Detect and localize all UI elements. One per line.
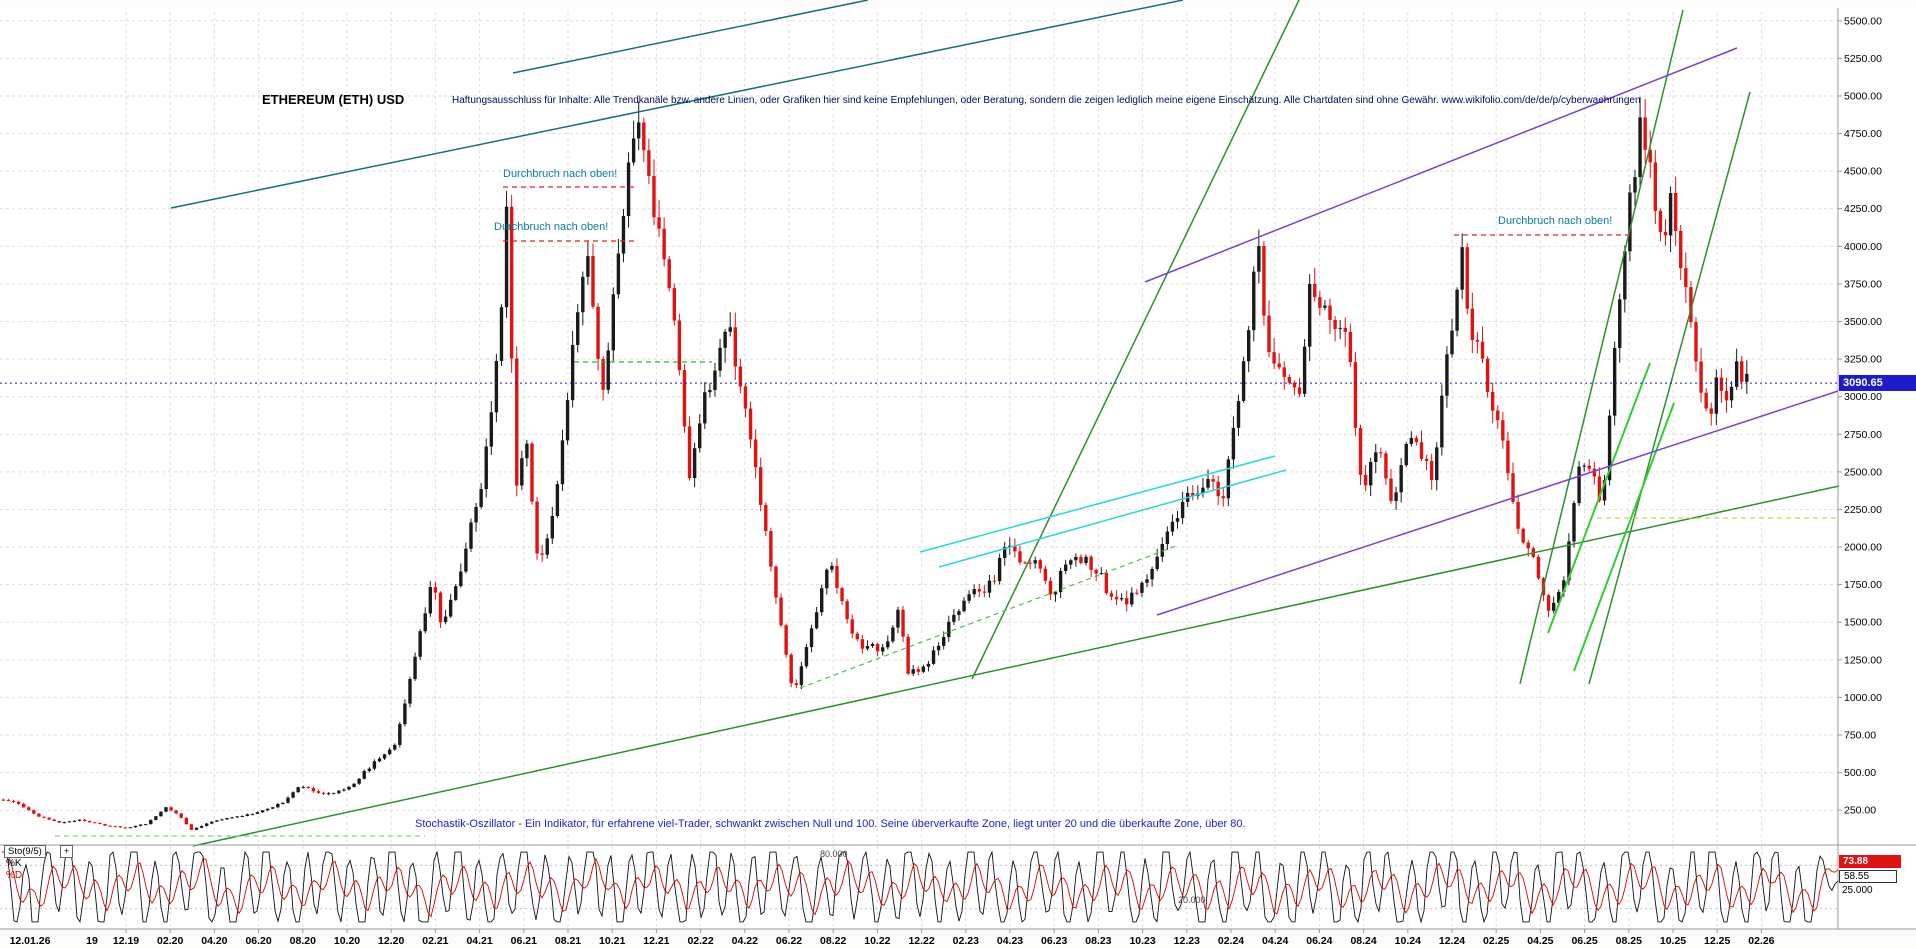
svg-text:04.21: 04.21 [466, 935, 492, 947]
oscillator-upper-level-label: 80.000 [820, 849, 848, 859]
svg-text:02.21: 02.21 [422, 935, 448, 947]
svg-text:12.25: 12.25 [1704, 935, 1730, 947]
svg-text:06.25: 06.25 [1571, 935, 1597, 947]
svg-text:10.23: 10.23 [1129, 935, 1155, 947]
svg-text:08.22: 08.22 [820, 935, 846, 947]
svg-text:08.21: 08.21 [555, 935, 581, 947]
svg-text:3250.00: 3250.00 [1844, 354, 1882, 366]
svg-text:04.23: 04.23 [997, 935, 1023, 947]
svg-text:3000.00: 3000.00 [1844, 391, 1882, 403]
svg-text:10.24: 10.24 [1395, 935, 1421, 947]
svg-text:2750.00: 2750.00 [1844, 429, 1882, 441]
svg-text:02.25: 02.25 [1483, 935, 1509, 947]
svg-text:250.00: 250.00 [1844, 805, 1876, 817]
svg-text:12.19: 12.19 [113, 935, 139, 947]
svg-text:5000.00: 5000.00 [1844, 90, 1882, 102]
svg-text:02.23: 02.23 [953, 935, 979, 947]
svg-text:500.00: 500.00 [1844, 767, 1876, 779]
svg-text:19: 19 [86, 935, 98, 947]
svg-text:2000.00: 2000.00 [1844, 542, 1882, 554]
svg-text:5500.00: 5500.00 [1844, 15, 1882, 27]
percent-k-value-badge: 58.55 [1839, 870, 1897, 883]
svg-text:08.23: 08.23 [1085, 935, 1111, 947]
svg-text:12.21: 12.21 [643, 935, 669, 947]
svg-text:08.25: 08.25 [1616, 935, 1642, 947]
oscillator-extra-value: 25.000 [1842, 885, 1873, 896]
svg-text:04.24: 04.24 [1262, 935, 1288, 947]
svg-text:1750.00: 1750.00 [1844, 579, 1882, 591]
axes-frame [0, 8, 1916, 933]
annotation-breakout-3: Durchbruch nach oben! [1498, 215, 1613, 227]
percent-d-value-badge: 73.88 [1839, 855, 1901, 868]
svg-text:04.20: 04.20 [201, 935, 227, 947]
svg-text:1000.00: 1000.00 [1844, 692, 1882, 704]
svg-text:10.20: 10.20 [334, 935, 360, 947]
svg-text:08.20: 08.20 [290, 935, 316, 947]
svg-text:02.24: 02.24 [1218, 935, 1244, 947]
svg-text:12.01.26: 12.01.26 [10, 935, 51, 947]
svg-text:10.21: 10.21 [599, 935, 625, 947]
candlesticks [1, 96, 1749, 831]
svg-text:4750.00: 4750.00 [1844, 128, 1882, 140]
price-axis-labels: 5500.00 5250.00 5000.00 4750.00 4500.00 4250.… [1844, 15, 1882, 816]
annotation-breakout-1: Durchbruch nach oben! [503, 168, 618, 180]
svg-text:4500.00: 4500.00 [1844, 166, 1882, 178]
svg-text:3750.00: 3750.00 [1844, 278, 1882, 290]
svg-text:06.20: 06.20 [245, 935, 271, 947]
svg-text:12.23: 12.23 [1174, 935, 1200, 947]
plot-background [0, 8, 1916, 929]
svg-text:06.22: 06.22 [776, 935, 802, 947]
svg-text:12.22: 12.22 [908, 935, 934, 947]
svg-text:1500.00: 1500.00 [1844, 617, 1882, 629]
stochastic-oscillator [0, 850, 1839, 924]
svg-text:3500.00: 3500.00 [1844, 316, 1882, 328]
svg-text:750.00: 750.00 [1844, 729, 1876, 741]
stochastic-description: Stochastik-Oszillator - Ein Indikator, f… [415, 818, 1246, 830]
svg-text:08.24: 08.24 [1350, 935, 1376, 947]
annotation-breakout-2: Durchbruch nach oben! [494, 221, 609, 233]
svg-text:2250.00: 2250.00 [1844, 504, 1882, 516]
svg-text:1250.00: 1250.00 [1844, 654, 1882, 666]
svg-text:2500.00: 2500.00 [1844, 466, 1882, 478]
svg-text:02.26: 02.26 [1748, 935, 1774, 947]
gridlines [0, 12, 1838, 929]
svg-text:06.24: 06.24 [1306, 935, 1332, 947]
svg-text:12.24: 12.24 [1439, 935, 1465, 947]
x-axis-labels: 12.01.26 19 12.19 02.20 04.20 06.20 08.20 10.20… [10, 935, 1775, 947]
percent-k-label: %K [6, 858, 22, 869]
svg-text:4250.00: 4250.00 [1844, 203, 1882, 215]
svg-text:06.21: 06.21 [511, 935, 537, 947]
svg-text:10.22: 10.22 [864, 935, 890, 947]
chart-title: ETHEREUM (ETH) USD [262, 92, 405, 107]
svg-text:06.23: 06.23 [1041, 935, 1067, 947]
percent-d-label: %D [6, 870, 23, 881]
svg-text:10.25: 10.25 [1660, 935, 1686, 947]
current-price-badge: 3090.65 [1839, 375, 1916, 391]
svg-text:02.20: 02.20 [157, 935, 183, 947]
svg-text:04.25: 04.25 [1527, 935, 1553, 947]
oscillator-lower-level-label: 20.000 [1178, 895, 1206, 905]
stochastic-indicator-label[interactable]: Sto(9/5) [4, 845, 46, 858]
svg-text:5250.00: 5250.00 [1844, 53, 1882, 65]
trendlines [0, 0, 1840, 847]
expand-indicator-icon[interactable]: + [60, 845, 73, 858]
svg-text:12.20: 12.20 [378, 935, 404, 947]
svg-text:04.22: 04.22 [732, 935, 758, 947]
svg-text:4000.00: 4000.00 [1844, 241, 1882, 253]
svg-text:02.22: 02.22 [687, 935, 713, 947]
disclaimer-text: Haftungsausschluss für Inhalte: Alle Tre… [452, 95, 1641, 106]
